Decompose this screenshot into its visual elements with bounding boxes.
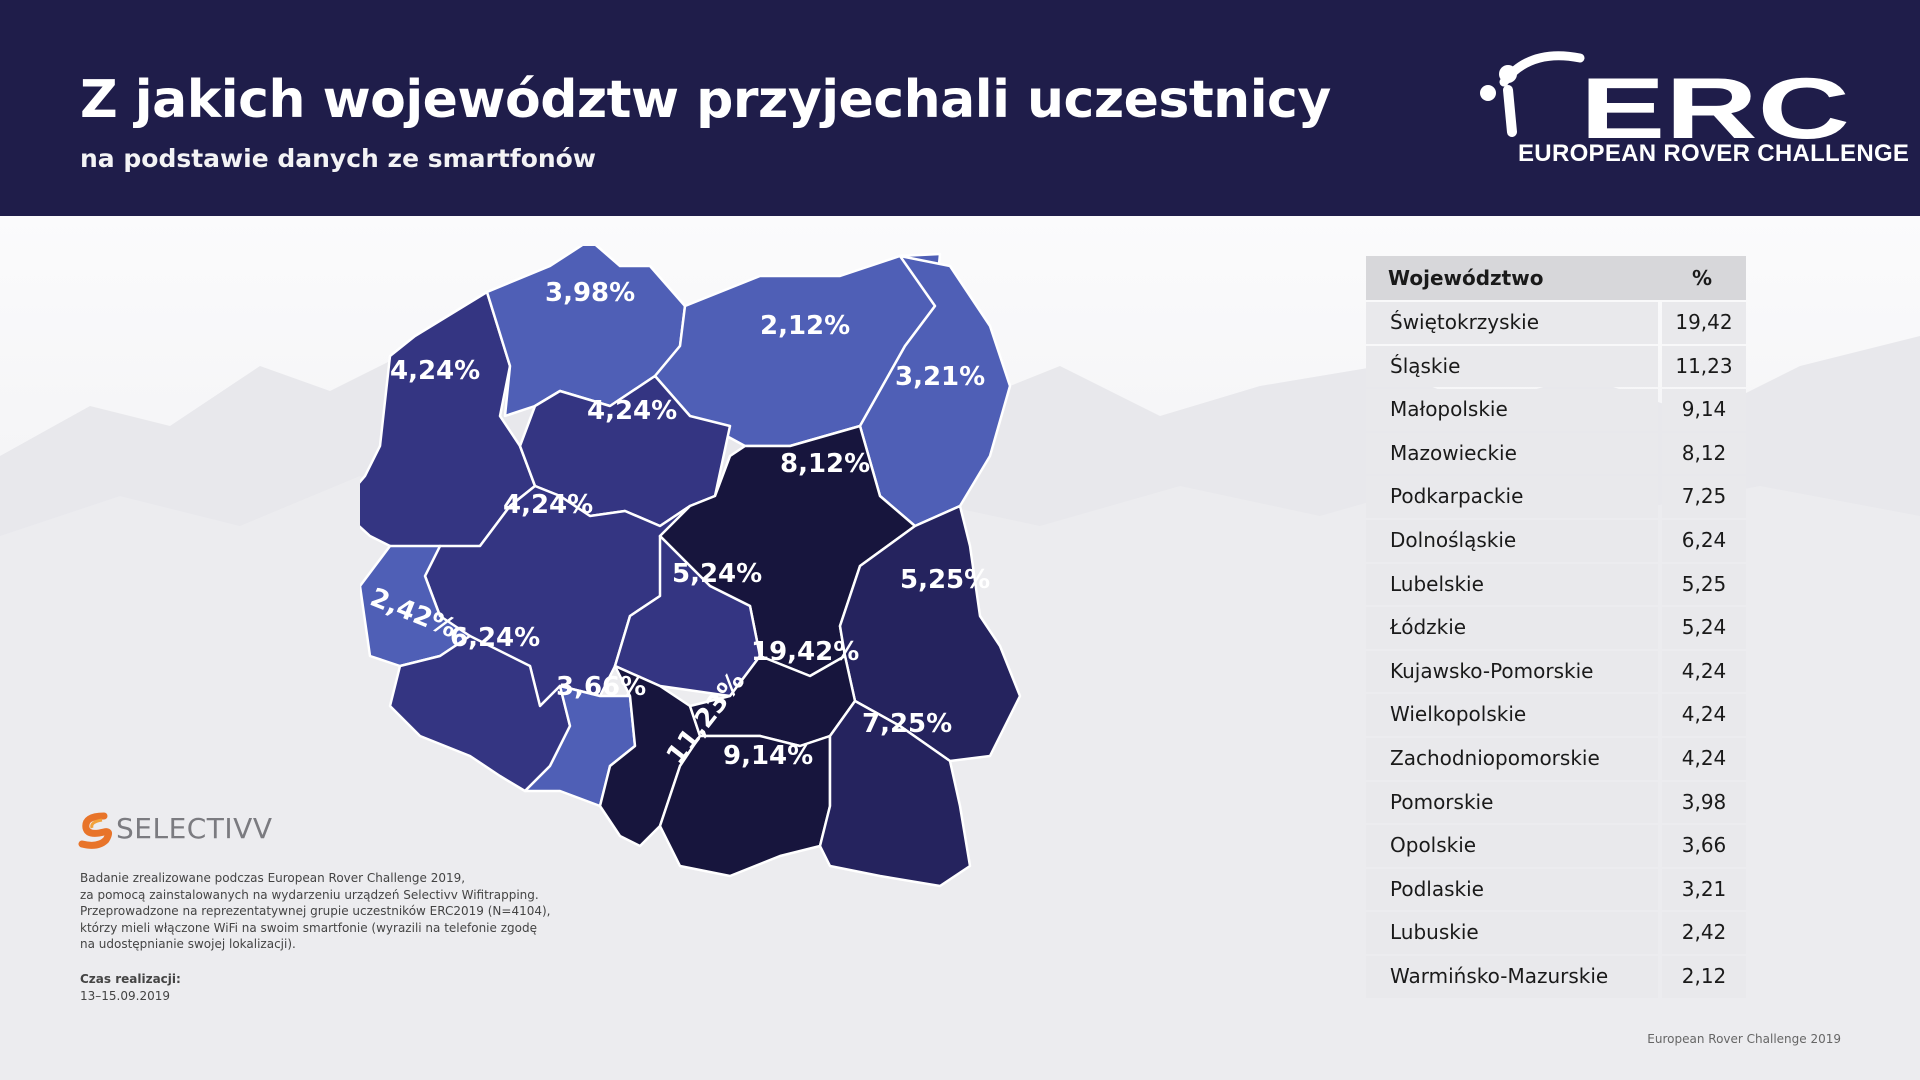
selectivv-logo-name: SELECTIVV [116, 812, 273, 845]
erc-logo-letters: ERC [1580, 61, 1850, 157]
label-wielkopolskie: 4,24% [503, 490, 593, 520]
label-podkarpackie: 7,25% [862, 709, 952, 739]
table-cell-value: 5,25 [1662, 563, 1746, 606]
selectivv-logo-icon [78, 812, 113, 849]
label-swietokrzyskie: 19,42% [751, 637, 859, 667]
footer-credit: European Rover Challenge 2019 [1647, 1032, 1841, 1046]
table-row: Podkarpackie 7,25 [1366, 476, 1746, 518]
note-line: za pomocą zainstalowanych na wydarzeniu … [80, 887, 539, 902]
note-line: Przeprowadzone na reprezentatywnej grupi… [80, 904, 551, 918]
label-lodzkie: 5,24% [672, 559, 762, 589]
table-cell-name: Małopolskie [1366, 389, 1658, 431]
region-malopolskie [658, 734, 832, 878]
table-cell-value: 2,12 [1662, 956, 1746, 998]
table-cell-value: 3,98 [1662, 781, 1746, 824]
erc-logo-name: EUROPEAN ROVER CHALLENGE [1518, 140, 1910, 167]
label-pomorskie: 3,98% [545, 278, 635, 308]
table-cell-value: 9,14 [1662, 389, 1746, 431]
label-mazowieckie: 8,12% [780, 449, 870, 479]
table-row: Podlaskie 3,21 [1366, 868, 1746, 911]
page-title: Z jakich województw przyjechali uczestni… [80, 70, 1331, 130]
table-cell-name: Dolnośląskie [1366, 520, 1658, 562]
label-warminsko: 2,12% [760, 311, 850, 341]
table-row: Świętokrzyskie 19,42 [1366, 302, 1746, 344]
table-cell-value: 2,42 [1662, 912, 1746, 954]
table-cell-value: 7,25 [1662, 476, 1746, 518]
table-row: Kujawsko-Pomorskie 4,24 [1366, 650, 1746, 693]
table-cell-name: Lubuskie [1366, 912, 1658, 954]
time-value: 13–15.09.2019 [80, 989, 170, 1003]
table-cell-value: 4,24 [1662, 738, 1746, 780]
table-cell-name: Pomorskie [1366, 781, 1658, 824]
table-cell-name: Świętokrzyskie [1366, 302, 1658, 344]
table-cell-name: Warmińsko-Mazurskie [1366, 956, 1658, 998]
table-cell-value: 19,42 [1662, 302, 1746, 344]
label-zachodniopomorskie: 4,24% [390, 356, 480, 386]
table-cell-value: 3,66 [1662, 825, 1746, 867]
label-dolnoslaskie: 6,24% [450, 623, 540, 653]
table-cell-value: 6,24 [1662, 520, 1746, 562]
table-row: Mazowieckie 8,12 [1366, 432, 1746, 475]
label-malopolskie: 9,14% [723, 741, 813, 771]
table-cell-name: Mazowieckie [1366, 432, 1658, 475]
table-cell-value: 4,24 [1662, 694, 1746, 736]
table-cell-name: Lubelskie [1366, 563, 1658, 606]
table-cell-name: Śląskie [1366, 345, 1658, 388]
table-row: Pomorskie 3,98 [1366, 781, 1746, 824]
table-cell-value: 3,21 [1662, 868, 1746, 911]
note-line: Badanie zrealizowane podczas European Ro… [80, 871, 466, 885]
poland-map: 4,24% 3,98% 2,12% 3,21% 4,24% 4,24% 2,42… [360, 246, 1022, 888]
rover-person-logo-icon [1480, 51, 1585, 137]
note-line: na udostępnianie swojej lokalizacji). [80, 937, 296, 951]
table-cell-value: 5,24 [1662, 607, 1746, 649]
page-subtitle: na podstawie danych ze smartfonów [80, 144, 596, 173]
label-podlaskie: 3,21% [895, 362, 985, 392]
map-regions [360, 246, 1022, 888]
header-banner: Z jakich województw przyjechali uczestni… [0, 0, 1920, 216]
table-row: Małopolskie 9,14 [1366, 389, 1746, 431]
note-line: którzy mieli włączone WiFi na swoim smar… [80, 920, 537, 935]
label-opolskie: 3,66% [556, 672, 646, 702]
label-lubelskie: 5,25% [900, 565, 990, 595]
label-kujawsko: 4,24% [587, 396, 677, 426]
table-cell-name: Opolskie [1366, 825, 1658, 867]
table-header-row: Województwo % [1366, 256, 1746, 300]
region-podkarpackie [818, 699, 972, 888]
table-header-value: % [1692, 266, 1713, 290]
table-row: Lubelskie 5,25 [1366, 563, 1746, 606]
table-row: Lubuskie 2,42 [1366, 912, 1746, 954]
table-cell-name: Wielkopolskie [1366, 694, 1658, 736]
region-lubelskie [838, 504, 1022, 763]
table-row: Łódzkie 5,24 [1366, 607, 1746, 649]
table-cell-name: Podlaskie [1366, 868, 1658, 911]
table-cell-value: 11,23 [1662, 345, 1746, 388]
voivodeship-table: Województwo % Świętokrzyskie 19,42 Śląskie… [1366, 256, 1746, 1000]
table-row: Opolskie 3,66 [1366, 825, 1746, 867]
table-row: Śląskie 11,23 [1366, 345, 1746, 388]
methodology-note: Badanie zrealizowane podczas European Ro… [80, 870, 600, 953]
table-cell-name: Kujawsko-Pomorskie [1366, 650, 1658, 693]
time-label: Czas realizacji: [80, 972, 181, 986]
table-cell-value: 4,24 [1662, 650, 1746, 693]
table-header-name: Województwo [1388, 266, 1544, 290]
table-row: Dolnośląskie 6,24 [1366, 520, 1746, 562]
table-cell-name: Podkarpackie [1366, 476, 1658, 518]
table-cell-name: Łódzkie [1366, 607, 1658, 649]
erc-logo: ERC [1480, 51, 1850, 157]
table-cell-name: Zachodniopomorskie [1366, 738, 1658, 780]
table-row: Wielkopolskie 4,24 [1366, 694, 1746, 736]
table-cell-value: 8,12 [1662, 432, 1746, 475]
table-row: Warmińsko-Mazurskie 2,12 [1366, 956, 1746, 998]
table-row: Zachodniopomorskie 4,24 [1366, 738, 1746, 780]
